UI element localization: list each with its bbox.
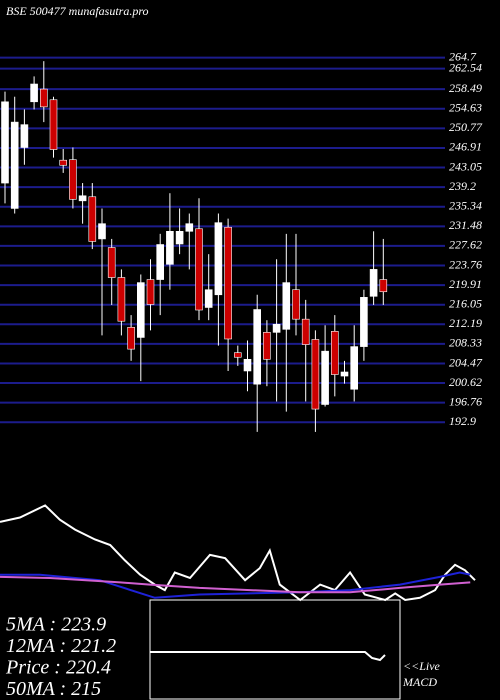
y-tick-label: 223.76 — [449, 257, 482, 271]
candle-body — [379, 279, 388, 293]
chart-title: BSE 500477 munafasutra.pro — [6, 4, 149, 18]
y-tick-label: 239.2 — [449, 179, 476, 193]
y-tick-label: 250.77 — [449, 120, 483, 134]
indicator-line — [0, 575, 471, 594]
y-tick-label: 219.91 — [449, 277, 482, 291]
candle-body — [301, 318, 310, 345]
indicator-line — [0, 571, 471, 599]
candle-body — [137, 282, 145, 338]
candle-body — [69, 159, 77, 200]
indicator-line — [150, 651, 386, 662]
y-tick-label: 262.54 — [449, 60, 482, 74]
y-tick-label: 264.7 — [449, 49, 477, 63]
y-tick-label: 243.05 — [449, 159, 482, 173]
y-tick-label: 216.05 — [449, 296, 482, 310]
candle-body — [253, 309, 261, 385]
candle-body — [127, 326, 135, 350]
candle-body — [20, 124, 29, 148]
y-tick-label: 231.48 — [449, 218, 482, 232]
y-tick-label: 227.62 — [449, 238, 482, 252]
candle-body — [224, 226, 232, 340]
stat-label: 50MA : 215 — [6, 678, 101, 700]
stat-label: 5MA : 223.9 — [6, 614, 106, 636]
y-tick-label: 196.76 — [449, 394, 482, 408]
macd-panel — [149, 599, 401, 700]
candle-body — [292, 289, 300, 320]
macd-label: MACD — [402, 675, 437, 689]
candle-body — [321, 350, 329, 405]
candle-body — [272, 323, 281, 333]
y-tick-label: 204.47 — [449, 355, 483, 369]
candle-body — [156, 244, 164, 280]
y-tick-label: 212.19 — [449, 316, 482, 330]
y-tick-label: 192.9 — [449, 414, 476, 428]
macd-label: <<Live — [403, 659, 441, 673]
y-tick-label: 235.34 — [449, 198, 482, 212]
candle-body — [350, 346, 359, 390]
candle-body — [185, 223, 194, 232]
candle-body — [204, 289, 213, 308]
candle-body — [88, 196, 97, 242]
stat-label: Price : 220.4 — [5, 657, 111, 679]
y-tick-label: 246.91 — [449, 140, 482, 154]
candle-body — [1, 101, 9, 184]
candle-body — [195, 228, 203, 311]
candle-body — [30, 83, 38, 103]
candle-body — [39, 88, 48, 108]
candle-body — [311, 339, 320, 410]
candle-body — [146, 279, 155, 305]
candle-body — [10, 121, 19, 209]
candle-body — [59, 159, 68, 166]
y-tick-label: 208.33 — [449, 336, 482, 350]
stat-label: 12MA : 221.2 — [6, 635, 116, 657]
candle-body — [234, 352, 242, 358]
y-tick-label: 200.62 — [449, 375, 482, 389]
candle-body — [98, 223, 106, 240]
candle-body — [107, 247, 116, 278]
candle-body — [360, 297, 368, 347]
candle-body — [330, 331, 339, 375]
candle-body — [369, 269, 378, 297]
y-tick-label: 258.49 — [449, 81, 482, 95]
candle-body — [282, 282, 291, 330]
candle-body — [49, 99, 58, 150]
candle-body — [175, 231, 184, 245]
candle-body — [214, 222, 223, 296]
candle-body — [340, 371, 349, 377]
indicator-line — [0, 504, 476, 602]
candle-body — [243, 358, 252, 372]
candle-body — [78, 195, 87, 202]
candle-body — [166, 231, 174, 265]
y-tick-label: 254.63 — [449, 100, 482, 114]
candle-body — [117, 277, 126, 322]
candle-body — [263, 332, 271, 360]
